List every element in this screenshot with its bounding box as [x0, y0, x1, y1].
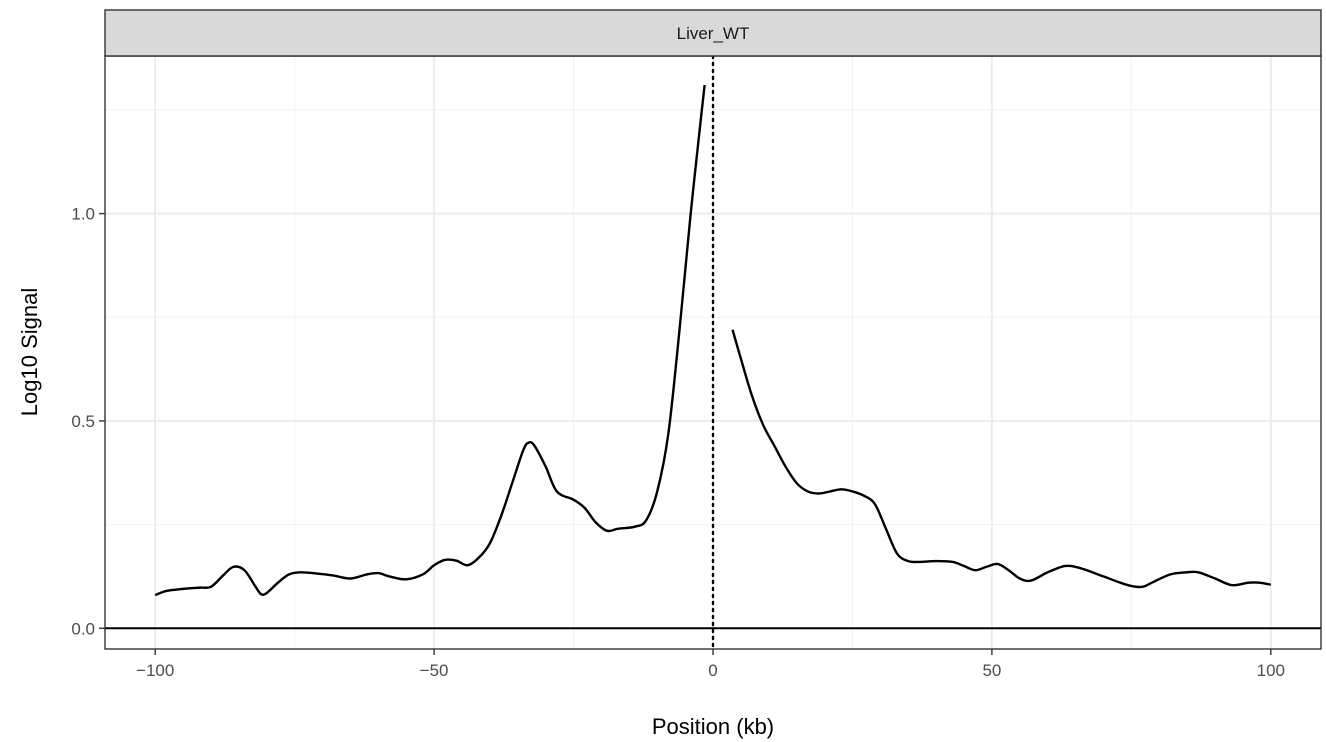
- facet-strip: Liver_WT: [104, 9, 1322, 57]
- y-axis: 0.0 0.5 1.0: [71, 205, 105, 638]
- x-axis: −100 −50 0 50 100: [136, 649, 1285, 680]
- x-tick-label: 100: [1257, 661, 1285, 680]
- y-axis-title: Log10 Signal: [17, 288, 42, 416]
- y-tick-label: 1.0: [71, 205, 95, 224]
- x-tick-label: −100: [136, 661, 174, 680]
- y-tick-label: 0.0: [71, 619, 95, 638]
- x-axis-title: Position (kb): [652, 714, 774, 739]
- signal-line-segment: [154, 84, 706, 597]
- series-lines: [154, 84, 1272, 597]
- y-tick-label: 0.5: [71, 412, 95, 431]
- x-tick-label: 50: [982, 661, 1001, 680]
- x-tick-label: −50: [420, 661, 449, 680]
- facet-strip-background: [104, 9, 1322, 57]
- facet-strip-label: Liver_WT: [677, 24, 750, 43]
- signal-line-segment: [731, 329, 1272, 589]
- reference-lines: [105, 54, 1321, 651]
- x-tick-label: 0: [708, 661, 717, 680]
